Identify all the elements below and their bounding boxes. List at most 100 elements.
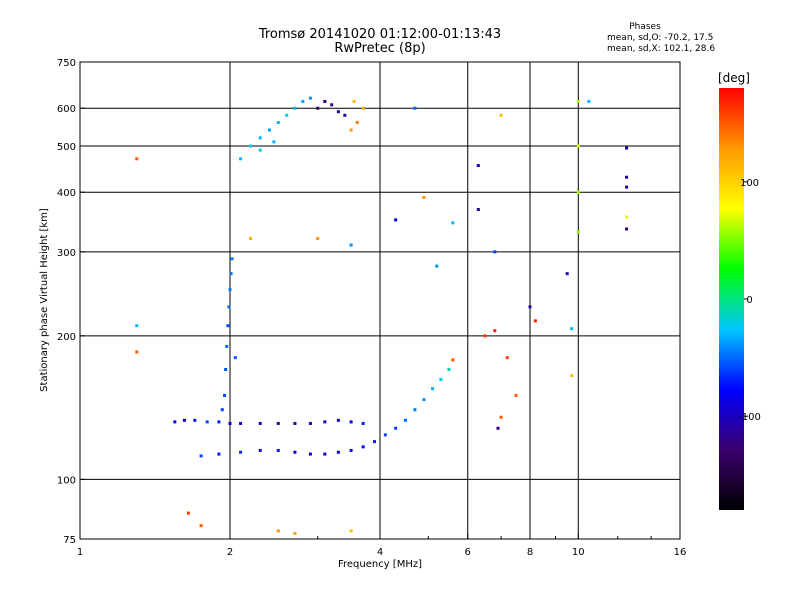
data-point <box>528 305 532 309</box>
axis-ticks: 1 2 4 6 8 10 16 75 100 200 300 400 500 600 750 <box>57 58 686 558</box>
data-point <box>514 393 518 397</box>
data-point <box>625 175 629 179</box>
x-tick-label: 4 <box>377 547 383 558</box>
data-point <box>229 272 233 276</box>
chart-subtitle: RwPretec (8p) <box>334 41 426 56</box>
data-point <box>413 408 417 412</box>
colorbar-tick-label: -100 <box>738 412 761 423</box>
y-tick-label: 750 <box>57 58 76 69</box>
data-point <box>285 113 289 117</box>
grid-lines <box>80 62 680 539</box>
chart-title: Tromsø 20141020 01:12:00-01:13:43 <box>258 27 502 42</box>
data-point <box>422 195 426 199</box>
data-point <box>135 324 139 328</box>
y-tick-label: 400 <box>57 188 76 199</box>
data-point <box>476 164 480 168</box>
data-point <box>293 421 297 425</box>
colorbar-tick-label: 0 <box>746 295 752 306</box>
data-point <box>361 106 365 110</box>
data-point <box>239 450 243 454</box>
data-point <box>135 157 139 161</box>
data-point <box>323 452 327 456</box>
colorbar-tick-label: 100 <box>740 178 759 189</box>
data-point <box>276 448 280 452</box>
data-point <box>422 398 426 402</box>
data-point <box>258 136 262 140</box>
x-tick-label: 1 <box>77 547 83 558</box>
data-point <box>451 358 455 362</box>
data-point <box>533 319 537 323</box>
data-point <box>383 433 387 437</box>
data-point <box>483 334 487 338</box>
data-point <box>308 96 312 100</box>
data-points <box>135 96 629 536</box>
data-point <box>228 288 232 292</box>
y-tick-label: 200 <box>57 332 76 343</box>
data-point <box>272 140 276 144</box>
data-point <box>336 418 340 422</box>
data-point <box>496 426 500 430</box>
data-point <box>230 257 234 261</box>
data-point <box>308 421 312 425</box>
data-point <box>293 450 297 454</box>
data-point <box>323 99 327 103</box>
data-point <box>625 185 629 189</box>
data-point <box>431 387 435 391</box>
data-point <box>361 421 365 425</box>
data-point <box>493 329 497 333</box>
data-point <box>224 367 228 371</box>
data-point <box>228 421 232 425</box>
data-point <box>135 350 139 354</box>
colorbar-unit-label: [deg] <box>718 71 750 85</box>
data-point <box>505 356 509 360</box>
data-point <box>476 207 480 211</box>
data-point <box>199 524 203 528</box>
data-point <box>323 420 327 424</box>
stats-o-mode: mean, sd,O: -70.2, 17.5 <box>607 33 714 43</box>
data-point <box>267 128 271 132</box>
data-point <box>330 103 334 107</box>
data-point <box>403 418 407 422</box>
data-point <box>439 377 443 381</box>
data-point <box>625 215 629 219</box>
data-point <box>173 420 177 424</box>
data-point <box>451 221 455 225</box>
data-point <box>225 344 229 348</box>
data-point <box>239 421 243 425</box>
data-point <box>223 393 227 397</box>
data-point <box>193 418 197 422</box>
data-point <box>316 236 320 240</box>
data-point <box>249 144 253 148</box>
data-point <box>316 106 320 110</box>
x-axis-label: Frequency [MHz] <box>338 559 422 570</box>
data-point <box>276 121 280 125</box>
data-point <box>435 264 439 268</box>
data-point <box>293 106 297 110</box>
data-point <box>349 243 353 247</box>
data-point <box>226 324 230 328</box>
data-point <box>493 250 497 254</box>
y-tick-label: 100 <box>57 475 76 486</box>
data-point <box>308 452 312 456</box>
y-tick-label: 300 <box>57 248 76 259</box>
data-point <box>361 445 365 449</box>
data-point <box>293 532 297 536</box>
data-point <box>394 218 398 222</box>
data-point <box>570 374 574 378</box>
data-point <box>217 420 221 424</box>
data-point <box>276 421 280 425</box>
data-point <box>587 99 591 103</box>
x-tick-label: 16 <box>674 547 687 558</box>
x-tick-label: 10 <box>572 547 585 558</box>
data-point <box>220 408 224 412</box>
data-point <box>413 106 417 110</box>
data-point <box>349 448 353 452</box>
data-point <box>186 511 190 515</box>
y-axis-label: Stationary phase Virtual Height [km] <box>39 208 50 392</box>
data-point <box>217 452 221 456</box>
data-point <box>625 146 629 150</box>
data-point <box>394 426 398 430</box>
data-point <box>182 418 186 422</box>
y-tick-label: 500 <box>57 142 76 153</box>
x-tick-label: 8 <box>527 547 533 558</box>
